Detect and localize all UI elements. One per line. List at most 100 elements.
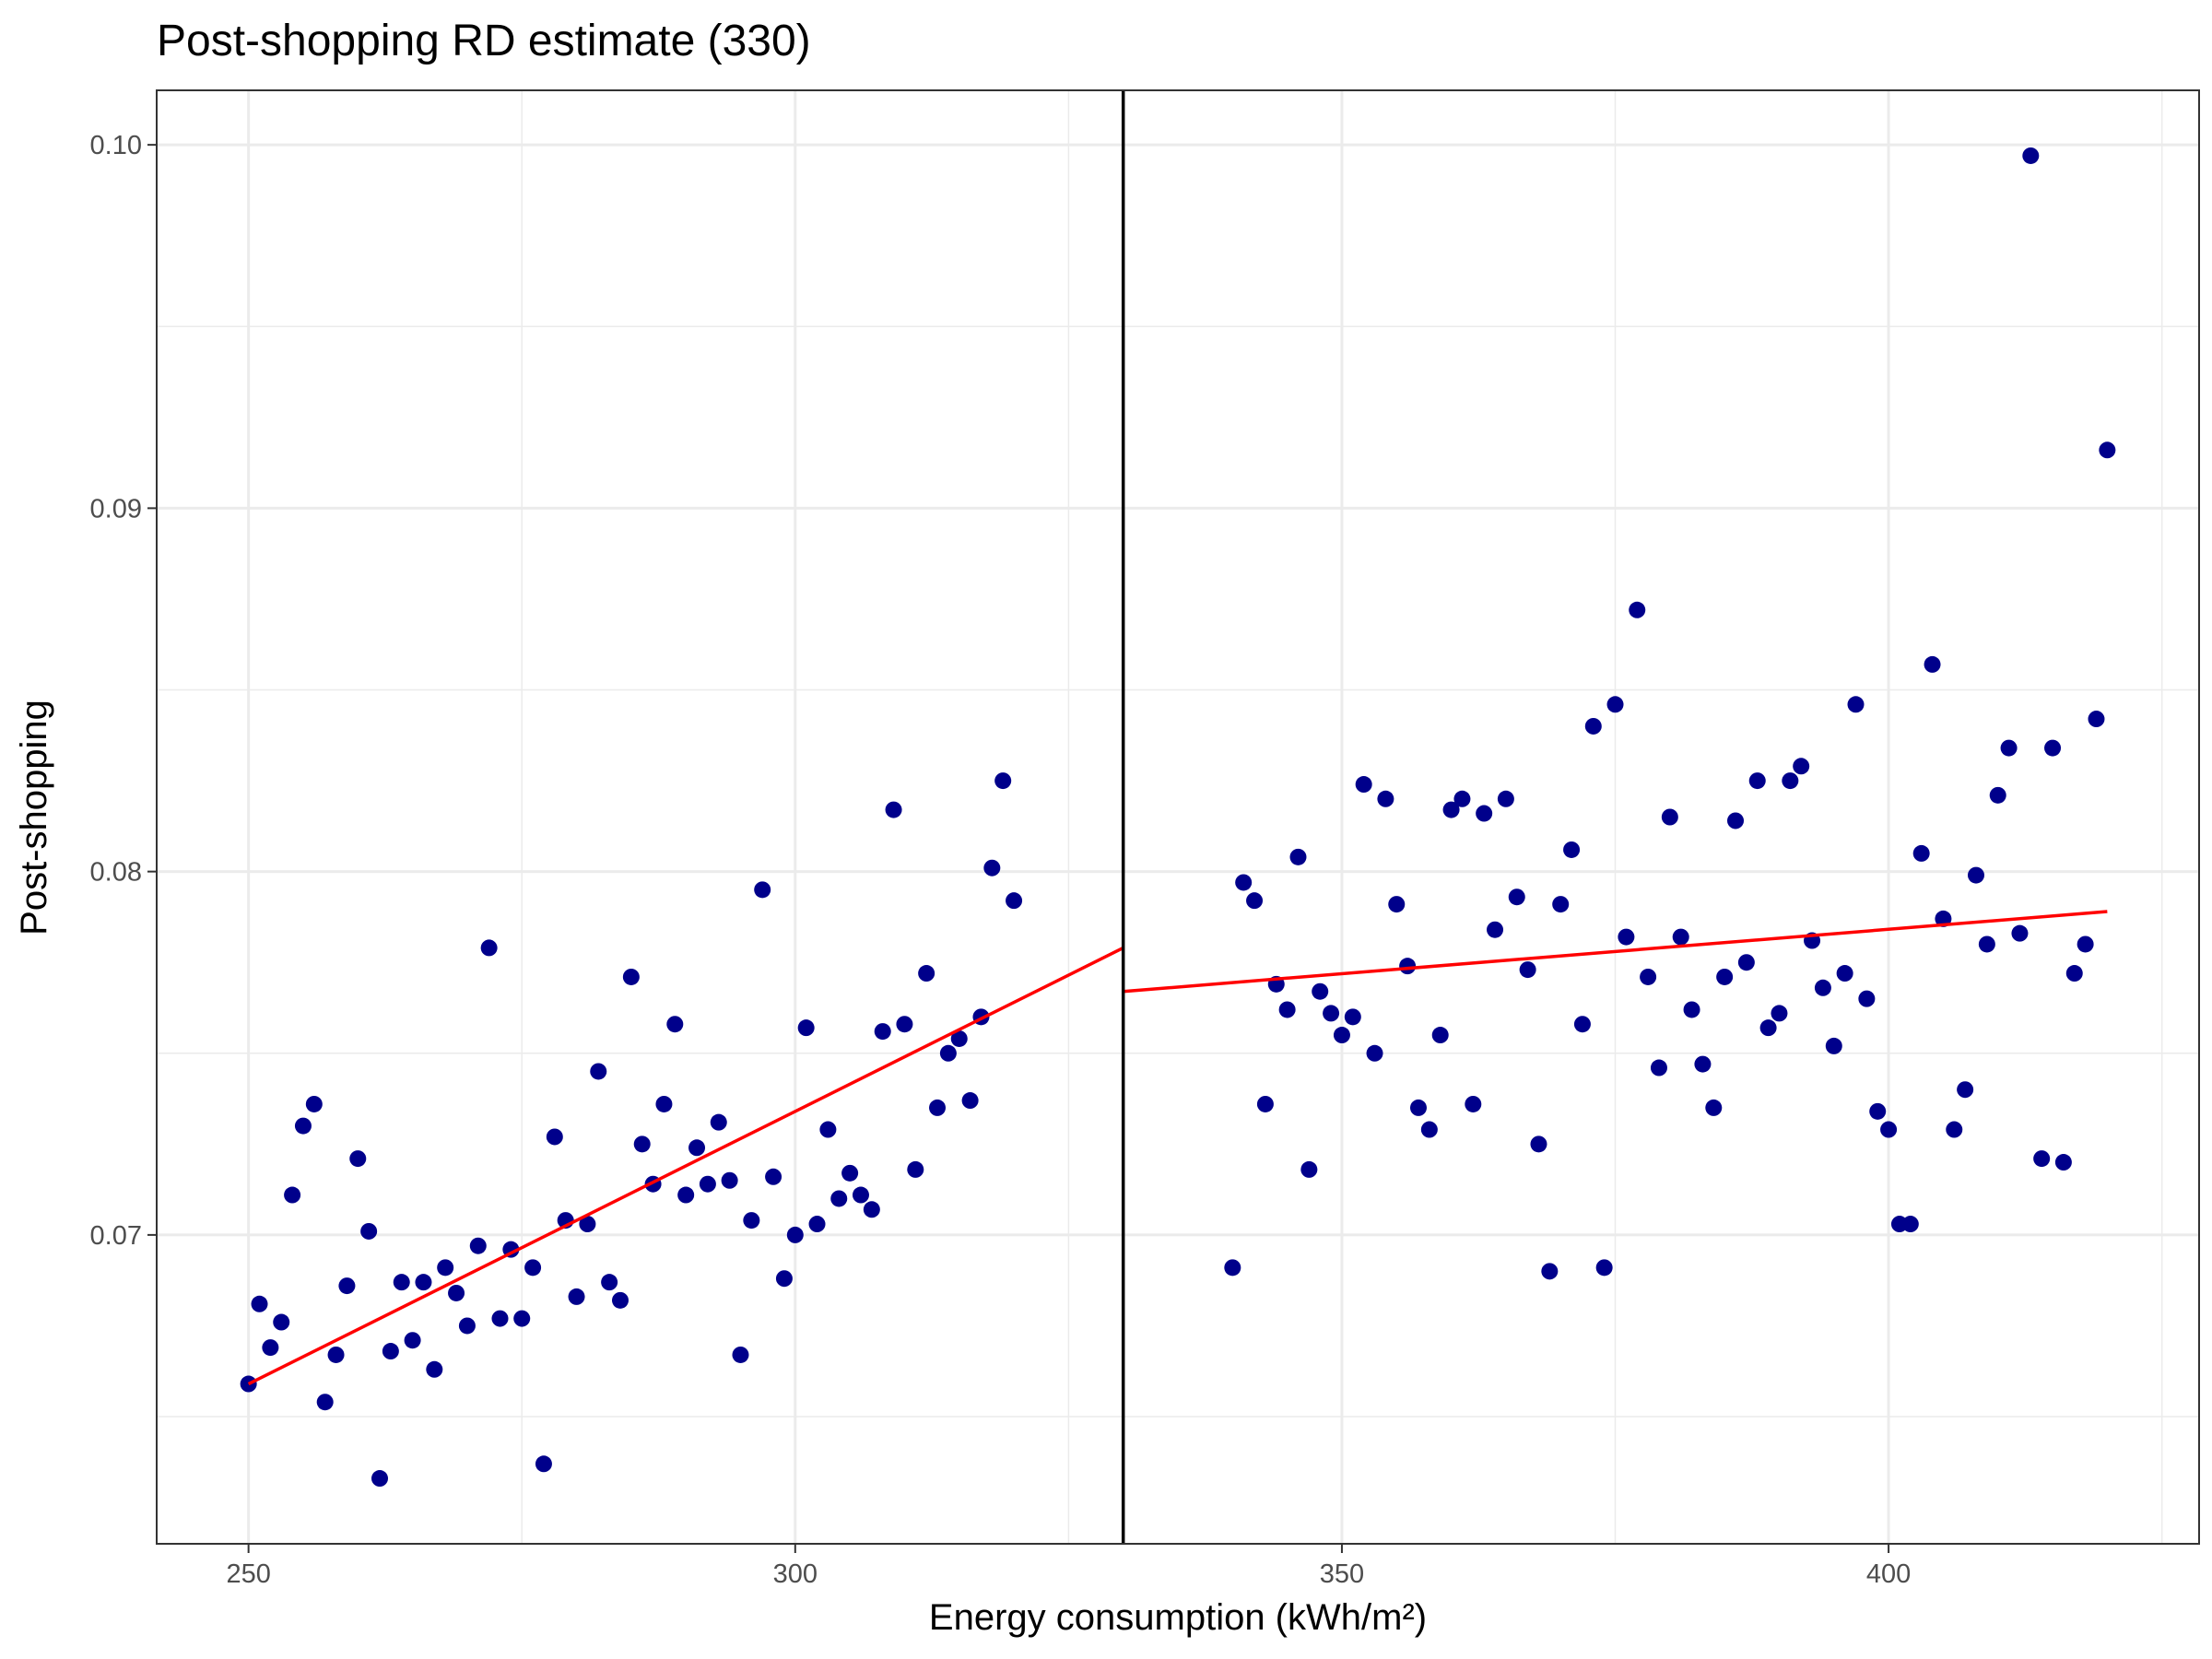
data-point <box>1312 982 1329 1000</box>
data-point <box>2011 924 2029 942</box>
data-point <box>1737 954 1755 971</box>
data-point <box>1224 1259 1241 1277</box>
data-point <box>2044 739 2062 757</box>
data-point <box>2077 935 2094 953</box>
data-point <box>1541 1263 1559 1280</box>
data-point <box>251 1295 268 1312</box>
data-point <box>1563 841 1581 858</box>
data-point <box>426 1360 443 1378</box>
data-point <box>2065 965 2083 982</box>
data-point <box>666 1016 684 1033</box>
data-point <box>1694 1055 1712 1073</box>
data-point <box>524 1259 542 1277</box>
data-point <box>874 1023 891 1041</box>
data-point <box>273 1313 290 1331</box>
data-point <box>721 1171 738 1189</box>
data-point <box>437 1259 454 1277</box>
data-point <box>1006 892 1023 910</box>
data-point <box>1847 696 1865 713</box>
data-point <box>2054 1154 2072 1171</box>
data-point <box>448 1284 465 1301</box>
data-point <box>819 1121 837 1138</box>
data-point <box>1869 1102 1887 1120</box>
data-point <box>939 1044 957 1062</box>
data-point <box>677 1186 695 1204</box>
data-point <box>1552 896 1570 913</box>
data-point <box>1388 896 1406 913</box>
data-point <box>1256 1095 1274 1112</box>
data-point <box>786 1226 804 1243</box>
data-point <box>1235 874 1253 891</box>
data-point <box>1508 888 1525 906</box>
data-point <box>1967 866 1984 884</box>
data-point <box>710 1113 727 1131</box>
data-point <box>1409 1099 1427 1116</box>
y-axis-ticks: 0.07 0.08 0.09 0.10 <box>90 131 157 1251</box>
data-point <box>1901 1216 1919 1233</box>
x-tick-label: 300 <box>773 1559 818 1589</box>
data-point <box>1759 1019 1777 1037</box>
data-point <box>852 1186 869 1204</box>
data-point <box>316 1394 334 1411</box>
data-point <box>1344 1008 1361 1026</box>
data-point <box>918 965 935 982</box>
major-gridlines <box>157 90 2199 1544</box>
data-point <box>1946 1121 1963 1138</box>
data-point <box>284 1186 301 1204</box>
data-point <box>896 1016 913 1033</box>
data-point <box>1300 1160 1318 1178</box>
data-point <box>1246 892 1264 910</box>
data-point <box>1650 1059 1667 1077</box>
data-point <box>1606 696 1624 713</box>
data-point <box>1924 655 1941 673</box>
data-point <box>1825 1037 1842 1054</box>
data-point <box>1323 1005 1340 1022</box>
fit-line <box>247 946 1124 1386</box>
data-point <box>1978 935 1995 953</box>
data-point <box>1289 848 1307 865</box>
data-points <box>240 147 2116 1488</box>
data-point <box>907 1160 924 1178</box>
data-point <box>983 859 1001 877</box>
x-tick-label: 350 <box>1320 1559 1364 1589</box>
data-point <box>1858 990 1876 1007</box>
data-point <box>469 1237 487 1254</box>
data-point <box>1377 790 1394 807</box>
data-point <box>1497 790 1514 807</box>
x-tick-label: 250 <box>226 1559 270 1589</box>
data-point <box>294 1117 312 1135</box>
data-point <box>1519 961 1536 979</box>
data-point <box>1453 790 1471 807</box>
data-point <box>1705 1099 1723 1116</box>
data-point <box>1989 786 2006 804</box>
data-point <box>655 1095 673 1112</box>
data-point <box>1487 921 1504 938</box>
x-tick-label: 400 <box>1866 1559 1911 1589</box>
minor-gridlines <box>157 90 2199 1544</box>
data-point <box>929 1099 947 1116</box>
data-point <box>633 1135 651 1153</box>
data-point <box>393 1274 410 1291</box>
panel-border <box>156 89 2200 1545</box>
data-point <box>808 1216 826 1233</box>
fit-lines <box>247 910 2108 1386</box>
data-point <box>994 772 1012 790</box>
data-point <box>2033 1150 2051 1168</box>
data-point <box>743 1212 760 1230</box>
data-point <box>863 1201 880 1218</box>
y-tick-label: 0.07 <box>90 1221 142 1251</box>
data-point <box>1420 1121 1438 1138</box>
data-point <box>1814 979 1831 996</box>
data-point <box>305 1095 323 1112</box>
data-point <box>513 1310 531 1327</box>
chart-title: Post-shopping RD estimate (330) <box>157 17 811 65</box>
data-point <box>349 1150 367 1168</box>
data-point <box>1836 965 1853 982</box>
data-point <box>1748 772 1766 790</box>
data-point <box>327 1346 345 1363</box>
data-point <box>1333 1027 1350 1044</box>
data-point <box>568 1288 585 1305</box>
data-point <box>1672 928 1689 946</box>
data-point <box>1584 717 1602 735</box>
